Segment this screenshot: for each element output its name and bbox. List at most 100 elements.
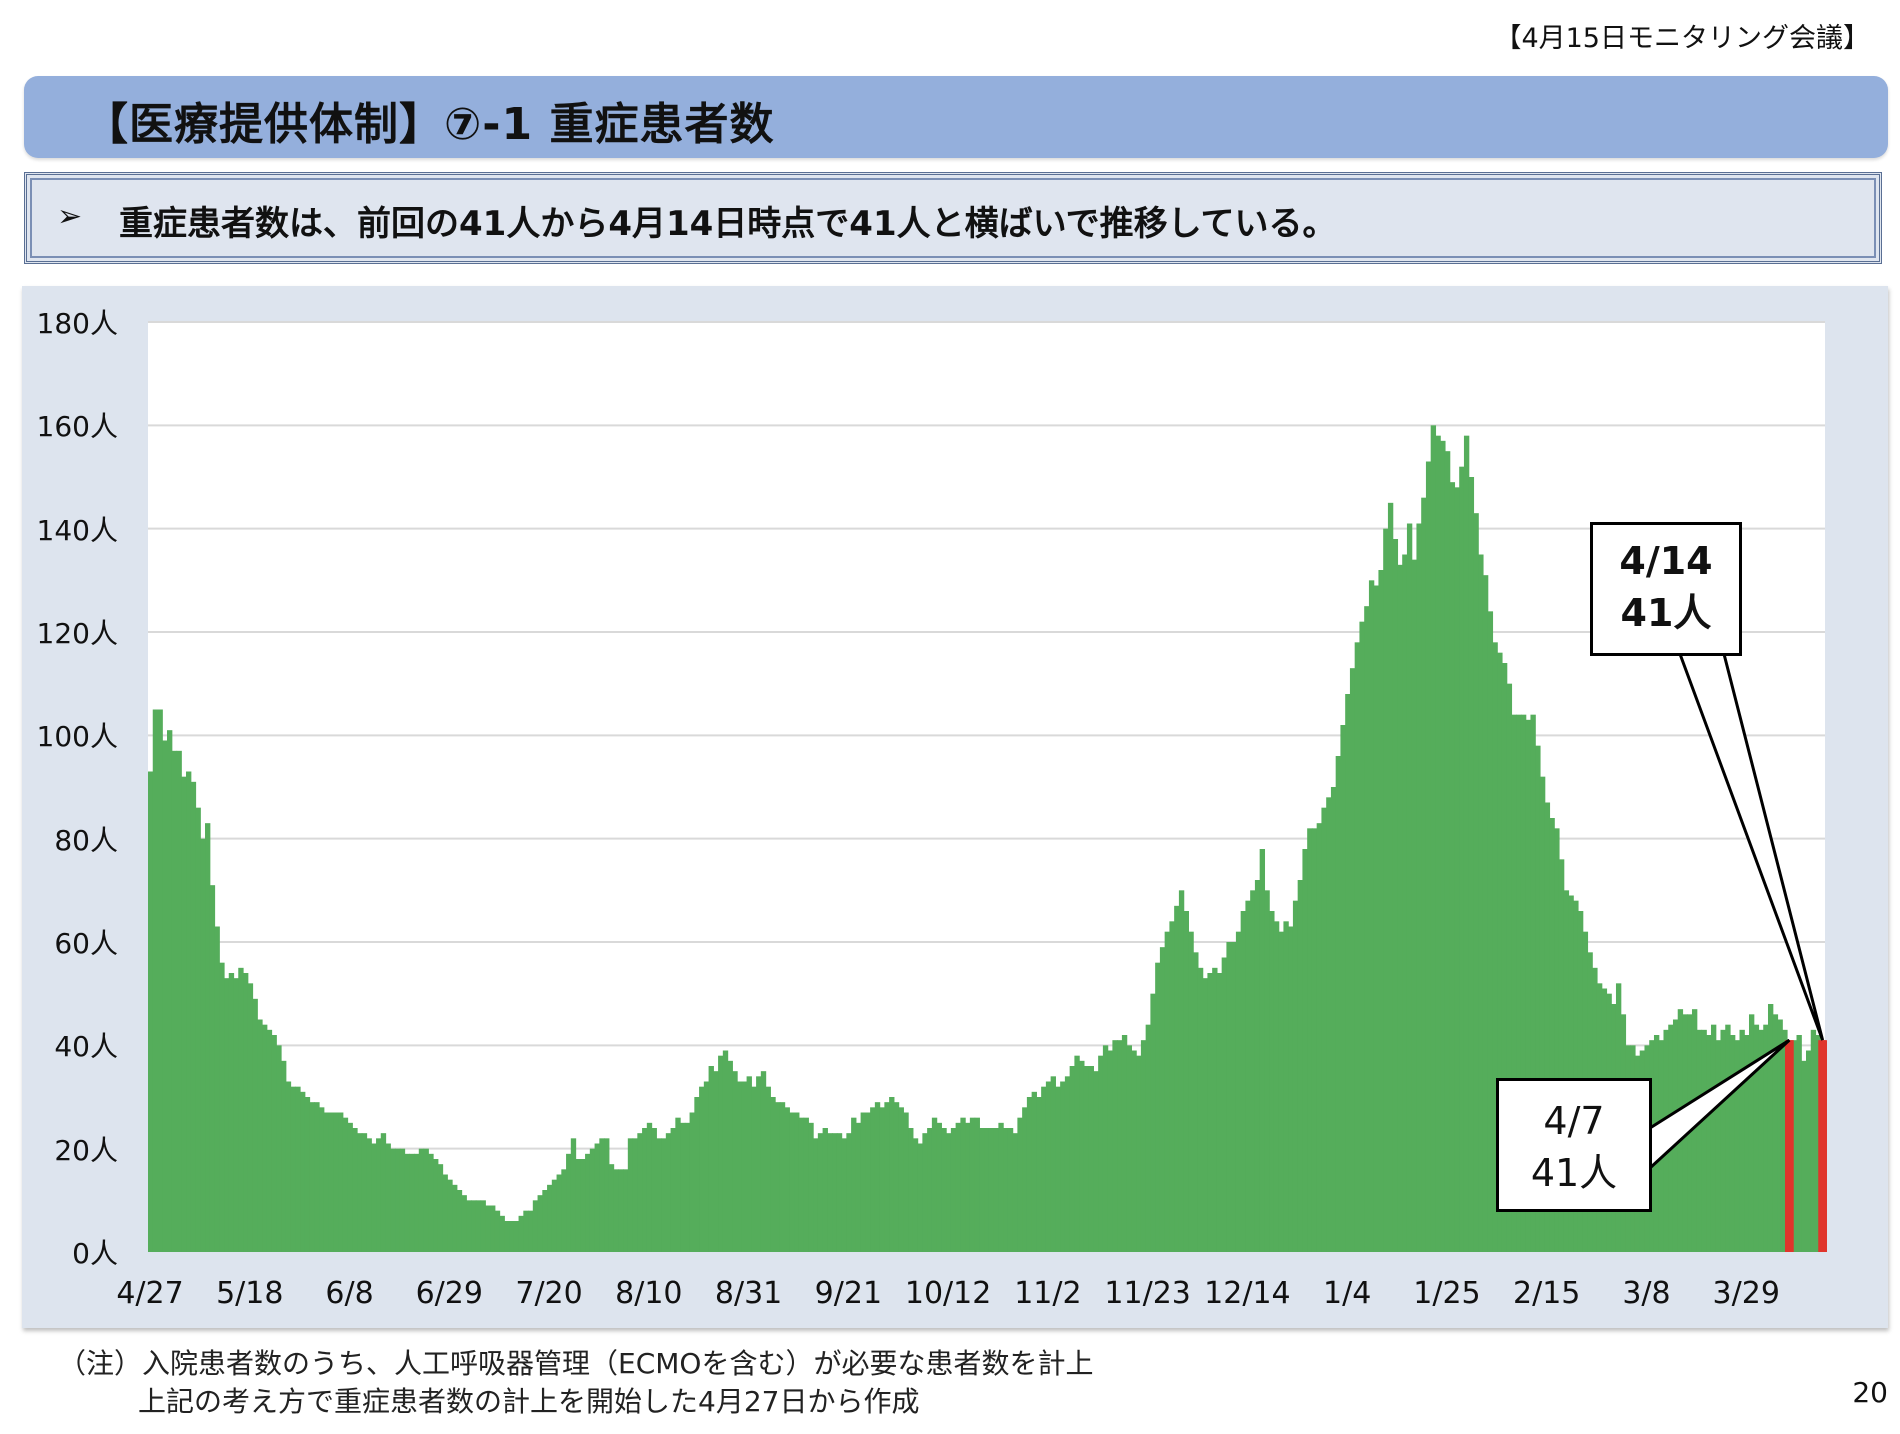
bar (969, 1117, 976, 1252)
bar (1017, 1117, 1023, 1252)
bar (352, 1128, 358, 1252)
bar (480, 1200, 486, 1252)
bar (485, 1205, 491, 1252)
bar (1288, 926, 1294, 1252)
bar (366, 1138, 372, 1252)
bar (528, 1210, 534, 1252)
summary-text: 重症患者数は、前回の41人から4月14日時点で41人と横ばいで推移している。 (119, 204, 1337, 244)
bar (471, 1200, 477, 1252)
bar (281, 1060, 287, 1252)
bar (1387, 502, 1394, 1253)
bar (276, 1045, 282, 1252)
bar (323, 1112, 330, 1252)
bar (1050, 1076, 1056, 1252)
bar (542, 1190, 548, 1252)
bar (556, 1174, 562, 1252)
bar (547, 1184, 553, 1252)
bar (665, 1133, 672, 1252)
x-tick-label: 1/4 (1323, 1276, 1372, 1311)
bar (737, 1081, 743, 1252)
bar (285, 1081, 292, 1252)
bar (1497, 652, 1503, 1252)
bar (1392, 539, 1399, 1252)
bar (1444, 451, 1451, 1252)
bar (931, 1117, 938, 1252)
bar (1753, 1024, 1760, 1252)
x-tick-label: 11/2 (1014, 1276, 1082, 1311)
bar (694, 1097, 700, 1252)
callout-latest-value: 41人 (1620, 591, 1712, 635)
bar (865, 1112, 871, 1252)
bar (1411, 559, 1418, 1252)
bar (1364, 606, 1370, 1252)
bar (765, 1086, 771, 1252)
bar (1511, 714, 1517, 1252)
bar (361, 1133, 368, 1252)
bar (1259, 849, 1266, 1252)
callout-previous: 4/7 41人 (1496, 1078, 1652, 1212)
bar (637, 1133, 643, 1252)
bar (632, 1138, 638, 1252)
bar (642, 1128, 648, 1252)
bar (385, 1143, 391, 1252)
bar (262, 1024, 268, 1252)
bar (1796, 1035, 1802, 1252)
bar (437, 1164, 444, 1252)
bar (870, 1107, 876, 1252)
bar (1126, 1045, 1132, 1252)
y-tick-label: 140人 (36, 513, 118, 547)
bar (1083, 1066, 1090, 1252)
bar (580, 1159, 586, 1252)
bar (1806, 1050, 1812, 1252)
bar (157, 709, 163, 1252)
bar (984, 1128, 990, 1252)
bar (1492, 642, 1498, 1252)
bar (1197, 967, 1204, 1252)
bar (494, 1210, 501, 1252)
x-tick-label: 1/25 (1413, 1276, 1481, 1311)
bar (380, 1133, 387, 1252)
bar (794, 1112, 800, 1252)
bar (974, 1117, 980, 1252)
bar (1516, 714, 1522, 1252)
y-tick-label: 180人 (36, 307, 118, 340)
x-tick-label: 8/10 (615, 1276, 683, 1311)
bar (1440, 440, 1446, 1253)
bar (1563, 890, 1570, 1252)
x-tick-label: 4/27 (116, 1276, 184, 1311)
bar (490, 1205, 496, 1252)
bar (295, 1086, 301, 1252)
bar (936, 1122, 942, 1252)
bar (1406, 523, 1413, 1252)
bar (670, 1128, 676, 1252)
bar (1729, 1035, 1736, 1252)
bar (1169, 921, 1175, 1252)
bar (1815, 1035, 1821, 1252)
bar (390, 1148, 396, 1252)
bar (722, 1050, 729, 1252)
bar (475, 1200, 482, 1252)
bar (1525, 719, 1532, 1252)
bar (1093, 1071, 1099, 1252)
bar (656, 1138, 662, 1252)
callout-latest-date: 4/14 (1619, 539, 1713, 583)
bar (1041, 1086, 1047, 1252)
bar (874, 1102, 881, 1252)
bar (1026, 1097, 1033, 1252)
bar (148, 771, 154, 1252)
bar (1145, 1024, 1151, 1252)
bar (1801, 1060, 1807, 1252)
bar (371, 1143, 377, 1252)
bar (1744, 1035, 1750, 1252)
x-tick-label: 3/29 (1712, 1276, 1780, 1311)
highlighted-bar (1784, 1040, 1794, 1252)
bar (1539, 776, 1546, 1252)
bar (338, 1112, 344, 1252)
bar (1273, 921, 1280, 1252)
x-tick-label: 12/14 (1204, 1276, 1291, 1311)
bar (884, 1102, 890, 1252)
bar (428, 1153, 434, 1252)
bar (1772, 1014, 1779, 1252)
bar (409, 1153, 415, 1252)
x-tick-label: 10/12 (904, 1276, 992, 1311)
